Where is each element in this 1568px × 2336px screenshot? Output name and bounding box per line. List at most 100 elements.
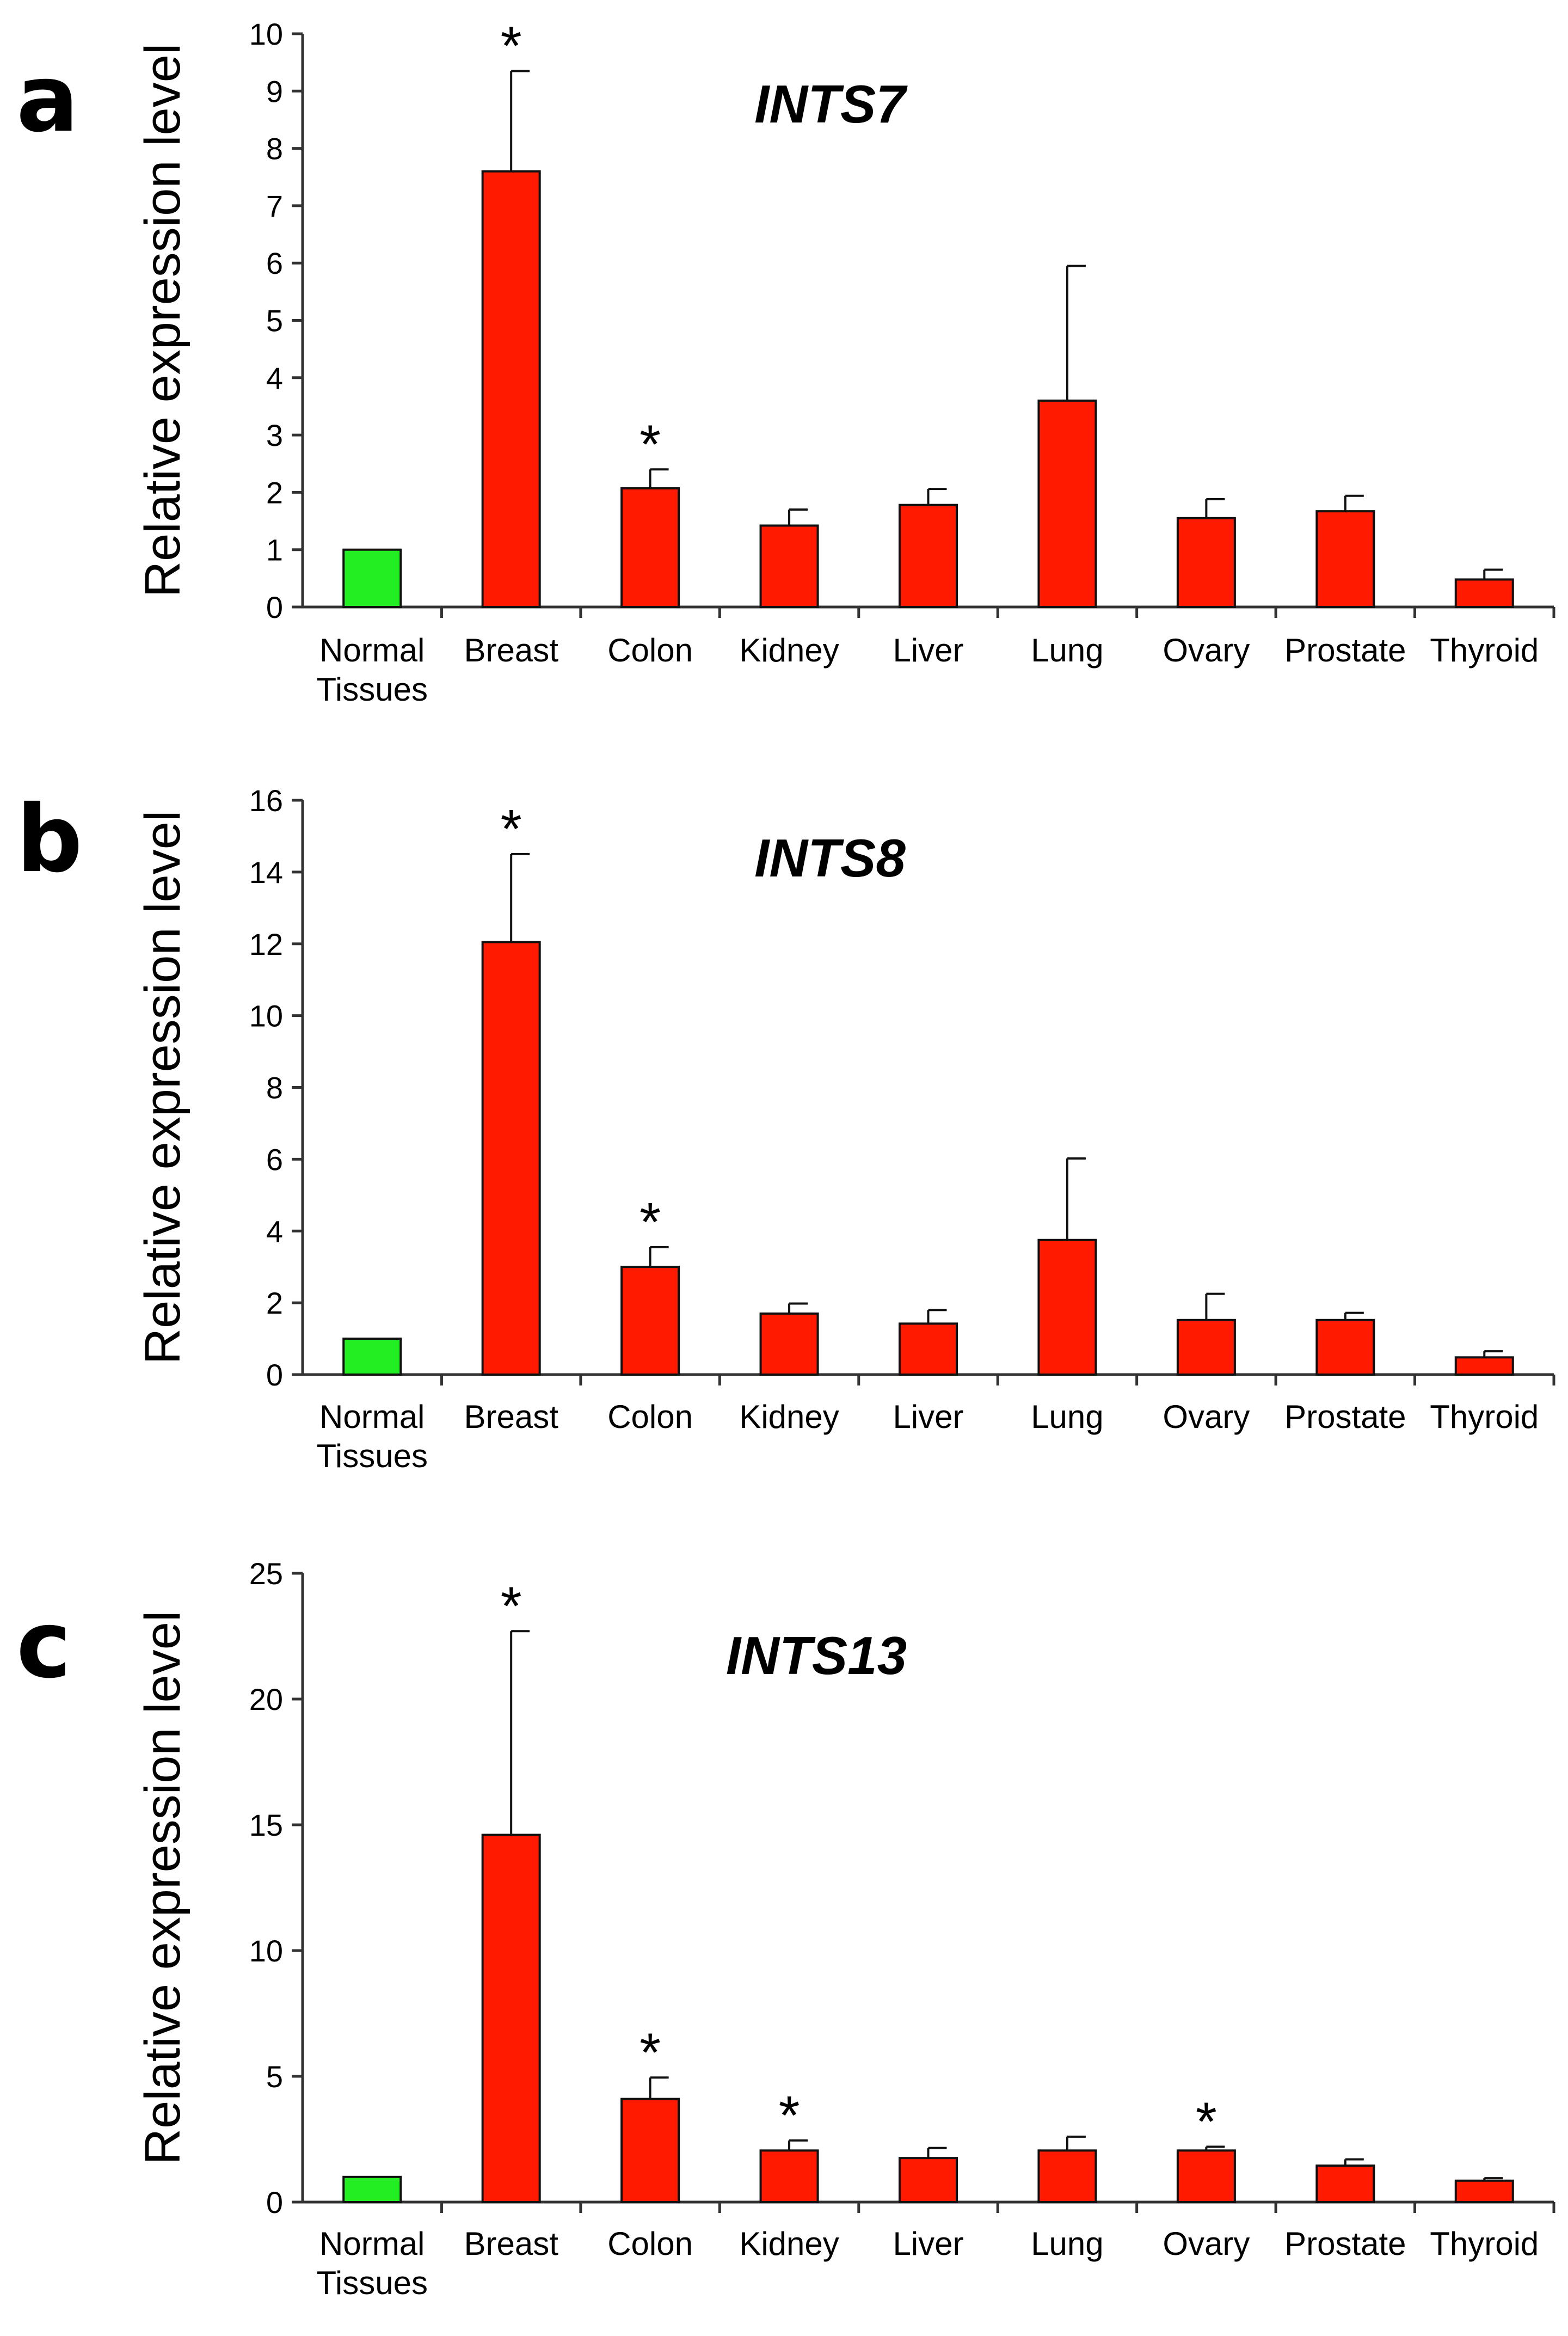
bar-7 <box>1315 2165 1375 2204</box>
x-tick-label: Ovary <box>1163 632 1250 669</box>
x-tick-label: Normal <box>319 1399 425 1435</box>
y-axis-label: Relative expression level <box>135 1611 190 2165</box>
significance-star: * <box>1196 2091 1217 2152</box>
bar-7 <box>1315 510 1375 608</box>
chart-svg-c: c INTS13 Relative expression level 0 5 10 15 20… <box>16 1556 1555 2301</box>
x-tick-label: Breast <box>464 1399 558 1435</box>
y-tick-label: 7 <box>266 189 283 223</box>
bar-3 <box>759 1312 819 1376</box>
chart-panel-b: b INTS8 Relative expression level 0 2 4 6 8 10 12… <box>0 740 1568 1535</box>
bar-4 <box>899 1322 958 1376</box>
bar-0 <box>342 1338 402 1376</box>
bar-5 <box>1037 1238 1097 1376</box>
y-tick-label: 2 <box>266 1286 283 1320</box>
x-tick-label: Tissues <box>316 2265 428 2301</box>
y-tick-label: 20 <box>249 1682 283 1716</box>
y-tick-label: 0 <box>266 2185 283 2219</box>
x-tick-label: Kidney <box>739 2225 839 2262</box>
x-tick-label: Ovary <box>1163 2225 1250 2262</box>
y-tick-label: 1 <box>266 533 283 567</box>
chart-svg-b: b INTS8 Relative expression level 0 2 4 6 8 10 12… <box>16 783 1555 1474</box>
y-tick-label: 14 <box>249 855 283 890</box>
significance-star: * <box>779 2085 800 2146</box>
panel-label: c <box>16 1591 71 1699</box>
y-tick-label: 6 <box>266 1142 283 1176</box>
y-tick-label: 3 <box>266 418 283 452</box>
x-tick-label: Liver <box>893 1399 963 1435</box>
bar-5 <box>1037 399 1097 608</box>
x-tick-label: Tissues <box>316 1438 428 1474</box>
y-tick-label: 15 <box>249 1808 283 1842</box>
x-tick-label: Ovary <box>1163 1399 1250 1435</box>
bar-3 <box>759 524 819 608</box>
chart-svg-a: a INTS7 Relative expression level 0 1 2 3 4 5 6 7 8… <box>16 15 1555 708</box>
x-tick-label: Liver <box>893 632 963 669</box>
bar-2 <box>620 1266 680 1376</box>
panel-label: b <box>16 786 83 893</box>
x-tick-label: Thyroid <box>1430 632 1539 669</box>
significance-star: * <box>501 15 522 76</box>
x-tick-label: Liver <box>893 2225 963 2262</box>
x-tick-label: Breast <box>464 2225 558 2262</box>
panel-label: a <box>16 45 79 153</box>
bar-6 <box>1176 2149 1236 2204</box>
bar-6 <box>1176 517 1236 608</box>
x-tick-label: Lung <box>1031 1399 1103 1435</box>
bar-0 <box>342 548 402 609</box>
bar-3 <box>759 2149 819 2204</box>
x-tick-label: Prostate <box>1284 2225 1406 2262</box>
bar-5 <box>1037 2149 1097 2204</box>
chart-title: INTS7 <box>754 74 908 134</box>
y-tick-label: 10 <box>249 17 283 51</box>
x-tick-label: Thyroid <box>1430 1399 1539 1435</box>
y-tick-label: 5 <box>266 2059 283 2094</box>
y-tick-label: 2 <box>266 475 283 510</box>
y-tick-label: 10 <box>249 1934 283 1968</box>
bar-0 <box>342 2175 402 2204</box>
bar-8 <box>1454 2179 1514 2203</box>
x-tick-label: Kidney <box>739 632 839 669</box>
x-tick-label: Normal <box>319 632 425 669</box>
y-tick-label: 6 <box>266 246 283 280</box>
bar-7 <box>1315 1319 1375 1376</box>
bar-1 <box>481 1834 541 2203</box>
significance-star: * <box>640 414 661 475</box>
x-tick-label: Colon <box>607 632 693 669</box>
y-tick-label: 0 <box>266 590 283 624</box>
x-tick-label: Breast <box>464 632 558 669</box>
bar-1 <box>481 941 541 1376</box>
y-tick-label: 5 <box>266 304 283 338</box>
x-tick-label: Tissues <box>316 671 428 708</box>
x-tick-label: Colon <box>607 1399 693 1435</box>
chart-title: INTS8 <box>754 828 906 888</box>
bar-2 <box>620 2098 680 2203</box>
significance-star: * <box>501 799 522 860</box>
y-tick-label: 8 <box>266 132 283 166</box>
bar-2 <box>620 487 680 608</box>
x-tick-label: Prostate <box>1284 1399 1406 1435</box>
bar-4 <box>899 504 958 608</box>
y-tick-label: 0 <box>266 1358 283 1392</box>
significance-star: * <box>501 1575 522 1636</box>
y-tick-label: 10 <box>249 999 283 1033</box>
x-tick-label: Kidney <box>739 1399 839 1435</box>
y-tick-label: 4 <box>266 1214 283 1248</box>
bar-8 <box>1454 578 1514 609</box>
chart-panel-a: a INTS7 Relative expression level 0 1 2 3 4 5 6 7 8… <box>0 0 1568 740</box>
significance-star: * <box>640 1192 661 1253</box>
x-tick-label: Lung <box>1031 2225 1103 2262</box>
y-tick-label: 16 <box>249 783 283 818</box>
x-tick-label: Lung <box>1031 632 1103 669</box>
chart-title: INTS13 <box>726 1626 907 1685</box>
y-tick-label: 8 <box>266 1071 283 1105</box>
y-axis-label: Relative expression level <box>135 811 190 1365</box>
y-tick-label: 12 <box>249 927 283 961</box>
significance-star: * <box>640 2022 661 2083</box>
y-tick-label: 9 <box>266 74 283 108</box>
y-tick-label: 25 <box>249 1556 283 1591</box>
bar-4 <box>899 2157 958 2204</box>
bar-1 <box>481 170 541 609</box>
x-tick-label: Thyroid <box>1430 2225 1539 2262</box>
x-tick-label: Normal <box>319 2225 425 2262</box>
x-tick-label: Colon <box>607 2225 693 2262</box>
